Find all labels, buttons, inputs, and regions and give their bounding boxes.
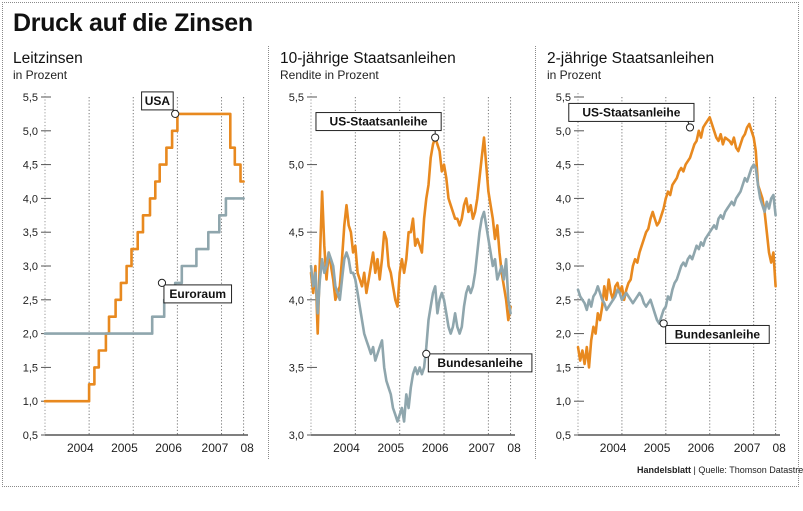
y-tick-label: 2,5 bbox=[23, 295, 38, 307]
x-tick-label: 08 bbox=[507, 441, 521, 455]
annotation-box bbox=[427, 353, 533, 373]
x-tick-label: 2007 bbox=[468, 441, 495, 455]
x-tick-label: 2004 bbox=[333, 441, 360, 455]
panel-3-subtitle: in Prozent bbox=[547, 68, 602, 82]
y-tick-label: 4,0 bbox=[23, 193, 38, 205]
y-tick-label: 1,5 bbox=[556, 362, 571, 374]
x-tick-label: 2007 bbox=[202, 441, 229, 455]
y-tick-label: 2,0 bbox=[23, 329, 38, 341]
y-tick-label: 5,5 bbox=[23, 92, 38, 104]
annotation-label: US-Staatsanleihe bbox=[330, 115, 428, 129]
chart-panel-3: 0,5 1,0 1,5 2,0 2,5 3,0 3,5 4,0 4,5 5,0 5,5 2004 200… bbox=[556, 92, 786, 455]
annotation-box bbox=[568, 102, 695, 122]
y-tick-label: 3,0 bbox=[556, 261, 571, 273]
panel-2-title: 10-jährige Staatsanleihen bbox=[280, 50, 456, 67]
annotation-label: US-Staatsanleihe bbox=[582, 105, 680, 119]
annotation-label: Bundesanleihe bbox=[437, 356, 523, 370]
y-tick-label: 0,5 bbox=[556, 430, 571, 442]
annotation-marker bbox=[431, 133, 440, 142]
y-tick-label: 5,0 bbox=[23, 126, 38, 138]
x-tick-label: 2005 bbox=[377, 441, 404, 455]
panel-1-title: Leitzinsen bbox=[13, 50, 83, 67]
panel-1-subtitle: in Prozent bbox=[13, 68, 68, 82]
series-line-bundesanleihe bbox=[309, 210, 512, 423]
source-separator: | bbox=[693, 465, 696, 475]
y-tick-label: 5,0 bbox=[556, 126, 571, 138]
annotation-box bbox=[315, 112, 442, 132]
annotation-box bbox=[141, 91, 174, 111]
series-line-bundesanleihe bbox=[576, 163, 777, 325]
annotation-label: Bundesanleihe bbox=[675, 327, 761, 341]
series-line-us-staatsanleihe bbox=[576, 116, 777, 369]
source-credit: Handelsblatt | Quelle: Thomson Datastrea… bbox=[637, 465, 803, 475]
y-tick-label: 3,5 bbox=[289, 362, 304, 374]
series-line-usa bbox=[43, 112, 245, 403]
annotation-box bbox=[163, 284, 233, 304]
y-tick-label: 1,0 bbox=[556, 396, 571, 408]
y-tick-label: 2,0 bbox=[556, 329, 571, 341]
x-tick-label: 2006 bbox=[155, 441, 182, 455]
x-tick-label: 08 bbox=[772, 441, 786, 455]
panel-divider bbox=[535, 46, 536, 459]
annotation-box bbox=[665, 324, 770, 344]
annotation-marker bbox=[422, 349, 431, 358]
y-tick-label: 1,5 bbox=[23, 362, 38, 374]
annotation-marker bbox=[157, 278, 167, 287]
y-tick-label: 5,0 bbox=[289, 160, 304, 172]
y-tick-label: 4,5 bbox=[289, 227, 304, 239]
y-tick-label: 3,5 bbox=[556, 227, 571, 239]
annotation-marker bbox=[685, 123, 695, 132]
y-tick-label: 0,5 bbox=[23, 430, 38, 442]
annotation-label: Euroraum bbox=[169, 287, 226, 301]
y-tick-label: 3,5 bbox=[23, 227, 38, 239]
panel-3-title: 2-jährige Staatsanleihen bbox=[547, 50, 715, 67]
source-text: Quelle: Thomson Datastream bbox=[698, 465, 803, 475]
x-tick-label: 2004 bbox=[600, 441, 627, 455]
x-tick-label: 2006 bbox=[422, 441, 449, 455]
chart-panel-1: 0,5 1,0 1,5 2,0 2,5 3,0 3,5 4,0 4,5 5,0 5,5 2004 200… bbox=[23, 91, 254, 455]
series-line-euroraum bbox=[43, 197, 245, 335]
x-tick-label: 2007 bbox=[734, 441, 761, 455]
annotation-marker bbox=[659, 319, 668, 328]
y-tick-label: 3,0 bbox=[289, 430, 304, 442]
annotation-marker bbox=[171, 109, 180, 119]
page-title: Druck auf die Zinsen bbox=[13, 9, 253, 37]
annotation-label: USA bbox=[145, 94, 171, 108]
x-tick-label: 2006 bbox=[688, 441, 715, 455]
source-brand: Handelsblatt bbox=[637, 465, 692, 475]
chart-frame bbox=[2, 2, 799, 487]
x-tick-label: 2005 bbox=[111, 441, 138, 455]
y-tick-label: 4,5 bbox=[23, 160, 38, 172]
series-line-us-staatsanleihe bbox=[309, 136, 512, 335]
x-tick-label: 2004 bbox=[67, 441, 94, 455]
chart-panel-2: 3,0 3,5 4,0 4,5 5,0 5,5 2004 2005 2006 2007 08 US-S… bbox=[289, 92, 533, 455]
y-tick-label: 1,0 bbox=[23, 396, 38, 408]
panel-2-subtitle: Rendite in Prozent bbox=[280, 68, 379, 82]
x-tick-label: 2005 bbox=[644, 441, 671, 455]
y-tick-label: 2,5 bbox=[556, 295, 571, 307]
y-tick-label: 4,0 bbox=[289, 295, 304, 307]
panel-divider bbox=[268, 46, 269, 459]
y-tick-label: 5,5 bbox=[289, 92, 304, 104]
y-tick-label: 5,5 bbox=[556, 92, 571, 104]
x-tick-label: 08 bbox=[240, 441, 254, 455]
y-tick-label: 4,0 bbox=[556, 193, 571, 205]
y-tick-label: 3,0 bbox=[23, 261, 38, 273]
y-tick-label: 4,5 bbox=[556, 160, 571, 172]
